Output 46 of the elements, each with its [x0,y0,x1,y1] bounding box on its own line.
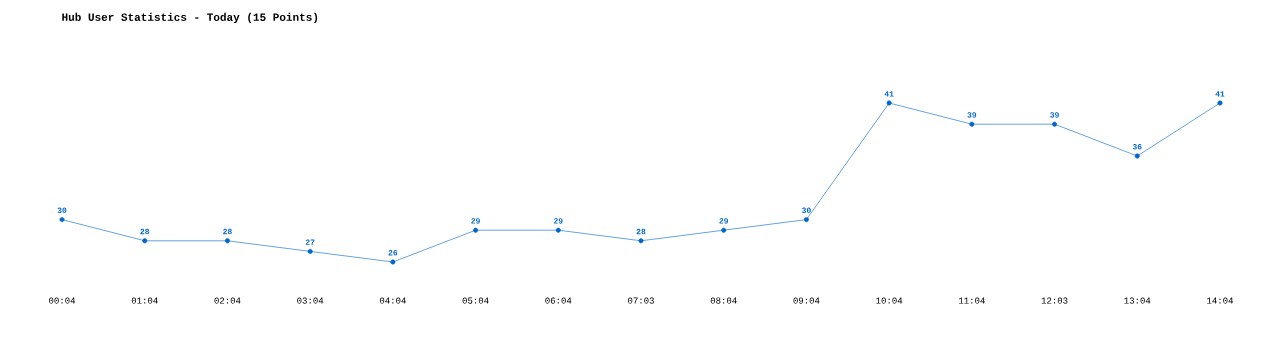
x-tick-label: 10:04 [876,297,903,304]
x-tick-label: 06:04 [545,297,572,304]
point [142,238,148,244]
data-label: 26 [388,250,398,256]
data-label: 39 [1050,112,1059,118]
x-tick-label: 08:04 [710,297,737,304]
x-tick-label: 01:04 [131,297,158,304]
chart-title: Hub User Statistics - Today (15 Points) [62,12,318,24]
data-label: 36 [1132,144,1142,150]
point [224,238,230,244]
x-tick-label: 14:04 [1207,297,1234,304]
point [1217,100,1223,106]
data-label: 28 [140,228,150,235]
x-tick-label: 00:04 [49,297,76,304]
point [1052,121,1058,127]
data-label: 27 [305,239,315,245]
point [555,227,561,233]
x-tick-label: 13:04 [1124,297,1151,304]
point [1134,153,1140,159]
x-tick-label: 02:04 [214,297,241,304]
x-tick-label: 11:04 [958,297,985,304]
point [390,259,396,265]
point [721,227,727,233]
data-label: 30 [57,207,67,214]
x-tick-label: 05:04 [462,297,489,304]
x-tick-label: 12:03 [1041,297,1068,304]
x-tick-label: 03:04 [297,297,324,304]
data-label: 29 [471,218,480,224]
data-label: 28 [223,228,232,235]
point [59,217,65,223]
x-tick-label: 04:04 [379,297,406,304]
data-label: 29 [553,218,563,224]
data-label: 28 [636,228,646,235]
point [473,227,479,233]
point [969,121,975,127]
data-label: 29 [719,218,729,224]
x-tick-label: 09:04 [793,297,820,304]
data-label: 41 [884,91,894,97]
point [886,100,892,106]
point [803,217,809,223]
data-label: 41 [1215,91,1225,97]
data-label: 30 [801,207,811,214]
point [307,248,313,254]
point [638,238,644,244]
x-tick-label: 07:03 [628,297,654,304]
data-label: 39 [967,112,977,118]
